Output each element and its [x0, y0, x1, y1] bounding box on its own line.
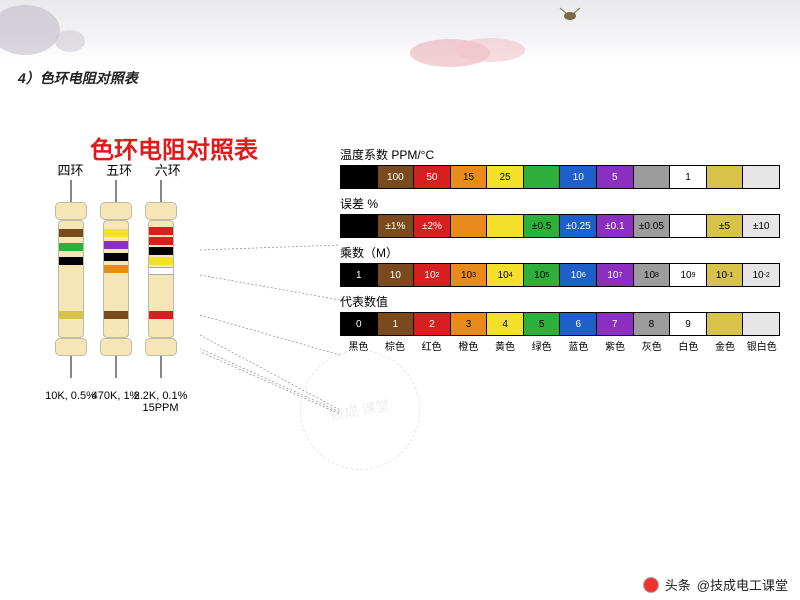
color-cell: [341, 215, 378, 237]
color-cell: [743, 313, 779, 335]
color-cell: 0: [341, 313, 378, 335]
color-row: 0123456789: [340, 312, 780, 336]
color-cell: 5: [524, 313, 561, 335]
footer-account: @技成电工课堂: [697, 575, 788, 594]
color-cell: 103: [451, 264, 488, 286]
label-5band: 五环: [97, 160, 142, 179]
footer-prefix: 头条: [665, 575, 691, 594]
toutiao-icon: [643, 577, 659, 593]
color-cell: 1: [341, 264, 378, 286]
resistor-type-labels: 四环 五环 六环: [48, 160, 190, 179]
color-name: 银白色: [743, 338, 780, 353]
color-cell: 3: [451, 313, 488, 335]
color-name: 灰色: [633, 338, 670, 353]
color-cell: ±0.1: [597, 215, 634, 237]
color-cell: 7: [597, 313, 634, 335]
color-cell: [524, 166, 561, 188]
color-cell: 100: [378, 166, 415, 188]
resistor-5band: [93, 180, 138, 378]
color-cell: ±2%: [414, 215, 451, 237]
color-cell: 1: [670, 166, 707, 188]
color-cell: [487, 215, 524, 237]
table-title: 温度系数 PPM/°C: [340, 146, 780, 163]
color-cell: 102: [414, 264, 451, 286]
color-cell: 6: [560, 313, 597, 335]
color-cell: 8: [634, 313, 671, 335]
color-cell: ±5: [707, 215, 744, 237]
color-cell: 108: [634, 264, 671, 286]
inkblot-1: [0, 5, 60, 55]
table-title: 乘数（M）: [340, 244, 780, 261]
decorative-banner: [0, 0, 800, 60]
color-cell: [341, 166, 378, 188]
watermark: 技成 课堂: [290, 340, 429, 479]
section-title: 4）色环电阻对照表: [18, 68, 138, 88]
color-cell: 15: [451, 166, 488, 188]
resistor-6band: [138, 180, 183, 378]
color-cell: [707, 166, 744, 188]
color-name: 黄色: [487, 338, 524, 353]
color-name: 红色: [413, 338, 450, 353]
color-row: 100501525 105 1: [340, 165, 780, 189]
color-cell: 25: [487, 166, 524, 188]
color-name: 棕色: [377, 338, 414, 353]
color-name: 紫色: [597, 338, 634, 353]
resistors-group: [48, 180, 183, 378]
color-name: 绿色: [523, 338, 560, 353]
color-cell: 109: [670, 264, 707, 286]
color-cell: 2: [414, 313, 451, 335]
inkblot-2: [55, 30, 85, 52]
label-6band: 六环: [145, 160, 190, 179]
color-cell: 4: [487, 313, 524, 335]
color-name: 白色: [670, 338, 707, 353]
color-cell: [451, 215, 488, 237]
color-cell: 10-2: [743, 264, 779, 286]
color-row: 11010210310410510610710810910-110-2: [340, 263, 780, 287]
resistor-4band: [48, 180, 93, 378]
color-name: 橙色: [450, 338, 487, 353]
color-tables: 温度系数 PPM/°C1005015251051误差 %±1%±2%±0.5±0…: [340, 140, 780, 353]
color-cell: 106: [560, 264, 597, 286]
color-cell: 5: [597, 166, 634, 188]
color-name: 蓝色: [560, 338, 597, 353]
color-cell: 10-1: [707, 264, 744, 286]
footer-attribution: 头条 @技成电工课堂: [643, 575, 788, 594]
table-title: 误差 %: [340, 195, 780, 212]
color-cell: ±0.5: [524, 215, 561, 237]
lotus-icon: [400, 18, 540, 68]
color-cell: [670, 215, 707, 237]
bee-icon: [555, 2, 585, 24]
color-cell: ±0.05: [634, 215, 671, 237]
color-names-row: 黑色棕色红色橙色黄色绿色蓝色紫色灰色白色金色银白色: [340, 338, 780, 353]
color-cell: 50: [414, 166, 451, 188]
resistor-caption: 2.2K, 0.1%15PPM: [128, 390, 193, 414]
color-cell: ±0.25: [560, 215, 597, 237]
color-cell: 104: [487, 264, 524, 286]
color-cell: 9: [670, 313, 707, 335]
label-4band: 四环: [48, 160, 93, 179]
color-cell: 10: [560, 166, 597, 188]
color-cell: [707, 313, 744, 335]
color-cell: ±1%: [378, 215, 415, 237]
color-cell: 107: [597, 264, 634, 286]
color-cell: ±10: [743, 215, 779, 237]
color-cell: [743, 166, 779, 188]
color-cell: 10: [378, 264, 415, 286]
color-name: 金色: [707, 338, 744, 353]
color-cell: [634, 166, 671, 188]
color-cell: 105: [524, 264, 561, 286]
color-row: ±1%±2% ±0.5±0.25±0.1±0.05 ±5±10: [340, 214, 780, 238]
table-title: 代表数值: [340, 293, 780, 310]
color-cell: 1: [378, 313, 415, 335]
